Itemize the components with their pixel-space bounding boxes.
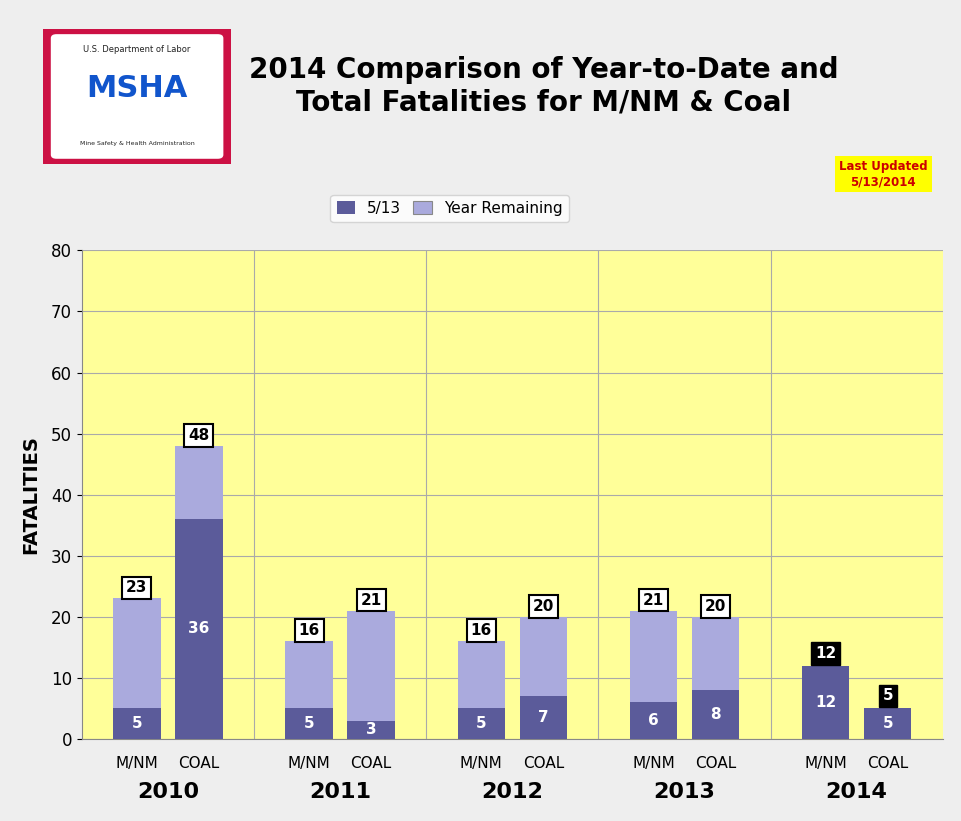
Text: Last Updated
5/13/2014: Last Updated 5/13/2014 — [838, 160, 926, 188]
Text: M/NM: M/NM — [115, 756, 158, 771]
Text: 2013: 2013 — [653, 782, 715, 801]
Text: COAL: COAL — [694, 756, 735, 771]
Text: COAL: COAL — [522, 756, 563, 771]
Bar — [691, 690, 738, 739]
Text: 2011: 2011 — [308, 782, 371, 801]
Bar — [629, 702, 677, 739]
Text: M/NM: M/NM — [803, 756, 846, 771]
Bar — [457, 641, 505, 709]
Legend: 5/13, Year Remaining: 5/13, Year Remaining — [331, 195, 568, 222]
Bar — [519, 617, 566, 696]
Text: 6: 6 — [648, 713, 658, 728]
Text: 36: 36 — [188, 621, 209, 636]
Text: MSHA: MSHA — [86, 74, 187, 103]
Text: 3: 3 — [365, 722, 376, 737]
FancyBboxPatch shape — [41, 27, 233, 166]
Bar — [175, 446, 222, 519]
Bar — [457, 709, 505, 739]
Text: 5: 5 — [132, 716, 142, 732]
Text: U.S. Department of Labor: U.S. Department of Labor — [84, 45, 190, 54]
Text: 21: 21 — [360, 593, 382, 608]
Text: COAL: COAL — [866, 756, 907, 771]
Text: Mine Safety & Health Administration: Mine Safety & Health Administration — [80, 141, 194, 146]
Bar — [113, 599, 160, 709]
FancyBboxPatch shape — [51, 34, 223, 158]
Text: 16: 16 — [470, 623, 491, 638]
Bar — [113, 709, 160, 739]
Text: 21: 21 — [642, 593, 663, 608]
Text: 5: 5 — [476, 716, 486, 732]
Text: M/NM: M/NM — [459, 756, 502, 771]
Text: M/NM: M/NM — [631, 756, 674, 771]
Text: 20: 20 — [532, 599, 554, 614]
Text: 12: 12 — [814, 695, 835, 710]
Text: 2014: 2014 — [825, 782, 887, 801]
Text: COAL: COAL — [350, 756, 391, 771]
Bar — [519, 696, 566, 739]
Text: 7: 7 — [537, 710, 548, 725]
Bar — [285, 641, 333, 709]
Bar — [691, 617, 738, 690]
Bar — [175, 519, 222, 739]
Text: 5: 5 — [304, 716, 314, 732]
Bar — [629, 611, 677, 702]
Text: 2010: 2010 — [136, 782, 199, 801]
Text: 16: 16 — [298, 623, 319, 638]
Text: 2014 Comparison of Year-to-Date and
Total Fatalities for M/NM & Coal: 2014 Comparison of Year-to-Date and Tota… — [249, 56, 837, 117]
Text: 5: 5 — [881, 716, 892, 732]
Bar — [285, 709, 333, 739]
Text: 2012: 2012 — [480, 782, 543, 801]
Text: M/NM: M/NM — [287, 756, 330, 771]
Bar — [863, 709, 910, 739]
Text: COAL: COAL — [178, 756, 219, 771]
Text: 12: 12 — [814, 646, 835, 661]
Text: 48: 48 — [188, 428, 209, 443]
Text: 5: 5 — [881, 689, 892, 704]
Text: 23: 23 — [126, 580, 147, 595]
Text: 20: 20 — [704, 599, 726, 614]
Bar — [347, 721, 394, 739]
Bar — [801, 666, 849, 739]
Y-axis label: FATALITIES: FATALITIES — [21, 435, 39, 554]
Bar — [347, 611, 394, 721]
Text: 8: 8 — [709, 707, 720, 722]
